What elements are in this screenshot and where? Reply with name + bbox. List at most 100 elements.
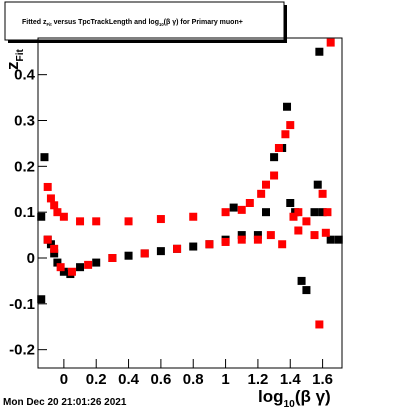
- subscript: Fit: [47, 22, 53, 27]
- point: [124, 217, 133, 226]
- point: [315, 47, 324, 56]
- y-tick-label: 0.3: [14, 113, 35, 130]
- point: [286, 199, 295, 207]
- frame: [37, 37, 343, 369]
- point: [76, 263, 85, 272]
- text-part: (β γ) for Primary muon+: [164, 19, 243, 26]
- point: [297, 276, 306, 285]
- point: [67, 267, 76, 276]
- point: [294, 226, 303, 235]
- point: [43, 182, 52, 191]
- y-tick-label: -0.2: [9, 342, 35, 359]
- x-tick-label: 0.2: [86, 371, 107, 388]
- point: [326, 38, 335, 47]
- subscript: Fit: [15, 48, 26, 61]
- point: [245, 199, 254, 207]
- point: [274, 144, 283, 152]
- point: [37, 212, 46, 221]
- point: [302, 217, 311, 226]
- point: [270, 171, 279, 180]
- point: [278, 240, 287, 249]
- point: [140, 249, 149, 258]
- y-tick-label: 0.4: [14, 67, 36, 84]
- point: [326, 235, 335, 244]
- point: [289, 212, 298, 221]
- point: [53, 258, 62, 267]
- point: [262, 208, 270, 217]
- point: [56, 263, 65, 272]
- point: [50, 249, 59, 258]
- point: [59, 267, 68, 276]
- y-tick-label: -0.1: [9, 296, 35, 313]
- point: [253, 235, 262, 244]
- text-part: (β γ): [295, 387, 331, 406]
- point: [294, 208, 303, 217]
- point: [334, 235, 343, 244]
- x-tick-label: 0.8: [183, 371, 204, 388]
- point: [205, 240, 214, 249]
- point: [124, 251, 133, 260]
- point: [283, 102, 292, 111]
- text-part: versus TpcTrackLength and log: [52, 19, 159, 26]
- point: [313, 180, 322, 189]
- x-label: log10(β γ): [258, 387, 331, 409]
- point: [156, 247, 165, 256]
- point: [76, 217, 85, 226]
- point: [59, 212, 68, 221]
- point: [257, 189, 266, 198]
- point: [189, 212, 198, 221]
- point: [318, 208, 327, 217]
- x-tick-label: 1.6: [312, 371, 333, 388]
- title: Fitted zFit versus TpcTrackLength and lo…: [22, 19, 243, 27]
- point: [253, 231, 262, 240]
- point: [46, 194, 55, 203]
- point: [323, 208, 332, 217]
- point: [221, 237, 230, 246]
- y-label: zFit: [3, 48, 26, 70]
- point: [156, 215, 165, 224]
- point: [108, 254, 117, 262]
- point: [37, 295, 46, 304]
- point: [315, 320, 324, 329]
- point: [84, 260, 93, 269]
- x-tick-label: 0: [60, 371, 68, 388]
- point: [173, 244, 182, 253]
- subscript: 10: [159, 22, 164, 27]
- point: [281, 130, 290, 139]
- point: [321, 228, 330, 237]
- point: [50, 201, 59, 210]
- x-tick-label: 1.4: [280, 371, 302, 388]
- point: [92, 217, 101, 226]
- point: [237, 235, 246, 244]
- subscript: 10: [284, 399, 296, 409]
- point: [50, 244, 59, 253]
- text-part: log: [258, 387, 284, 406]
- point: [302, 286, 311, 295]
- point: [221, 208, 230, 217]
- text-part: Fitted z: [22, 19, 47, 26]
- point: [270, 153, 279, 162]
- point: [286, 121, 295, 130]
- y-tick-label: 0: [27, 250, 35, 267]
- point: [53, 208, 62, 217]
- footer: Mon Dec 20 21:01:26 2021: [3, 397, 127, 408]
- y-tick-label: 0.2: [14, 158, 35, 175]
- x-tick-label: 0.6: [150, 371, 171, 388]
- point: [318, 189, 327, 198]
- point: [43, 235, 52, 244]
- point: [262, 180, 270, 189]
- point: [229, 203, 238, 212]
- x-tick-label: 1.2: [247, 371, 268, 388]
- point: [266, 231, 275, 240]
- y-tick-label: 0.1: [14, 204, 35, 221]
- point: [237, 205, 246, 214]
- x-tick-label: 0.4: [118, 371, 140, 388]
- title-box: [4, 1, 285, 41]
- point: [310, 208, 319, 217]
- point: [310, 231, 319, 240]
- point: [189, 242, 198, 251]
- point: [46, 240, 55, 249]
- text-part: z: [3, 62, 22, 71]
